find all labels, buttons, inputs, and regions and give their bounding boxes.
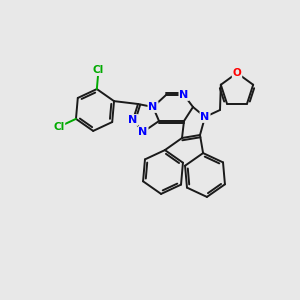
Text: N: N (128, 115, 138, 125)
Text: O: O (232, 68, 242, 78)
Text: N: N (200, 112, 210, 122)
Text: N: N (179, 90, 189, 100)
Text: Cl: Cl (53, 122, 64, 132)
Text: N: N (148, 102, 158, 112)
Text: Cl: Cl (93, 65, 104, 75)
Text: N: N (138, 127, 148, 137)
